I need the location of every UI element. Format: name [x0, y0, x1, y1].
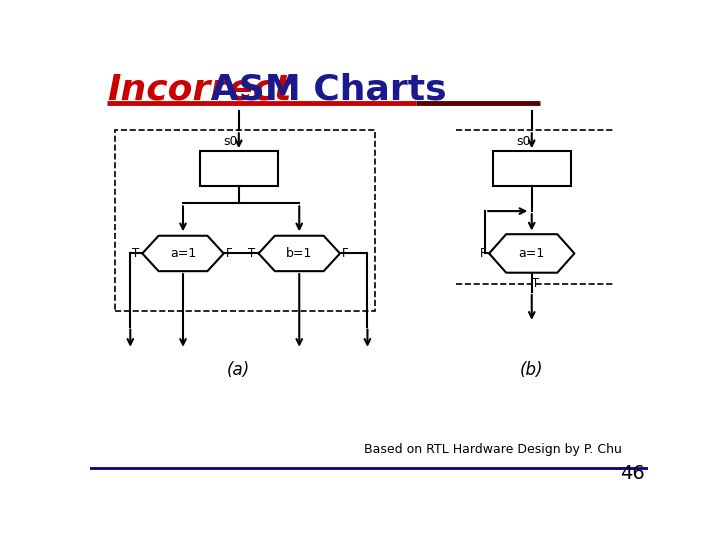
Bar	[114, 130, 375, 311]
Text: 46: 46	[620, 464, 645, 483]
Text: T: T	[248, 247, 256, 260]
Polygon shape	[143, 236, 224, 271]
Text: (a): (a)	[228, 361, 251, 380]
Bar	[493, 151, 570, 186]
Text: a=1: a=1	[518, 247, 545, 260]
Text: F: F	[226, 247, 233, 260]
Text: F: F	[342, 247, 349, 260]
Text: ASM Charts: ASM Charts	[199, 72, 447, 106]
Text: b=1: b=1	[286, 247, 312, 260]
Text: s0: s0	[516, 136, 531, 148]
Polygon shape	[489, 234, 575, 273]
Text: s0: s0	[223, 136, 238, 148]
Bar	[200, 151, 277, 186]
Text: Based on RTL Hardware Design by P. Chu: Based on RTL Hardware Design by P. Chu	[364, 443, 622, 456]
Text: a=1: a=1	[170, 247, 196, 260]
Text: (b): (b)	[520, 361, 544, 380]
Text: T: T	[132, 247, 139, 260]
Text: Incorrect: Incorrect	[107, 72, 292, 106]
Text: F: F	[480, 247, 486, 260]
Polygon shape	[258, 236, 340, 271]
Text: T: T	[532, 278, 539, 291]
